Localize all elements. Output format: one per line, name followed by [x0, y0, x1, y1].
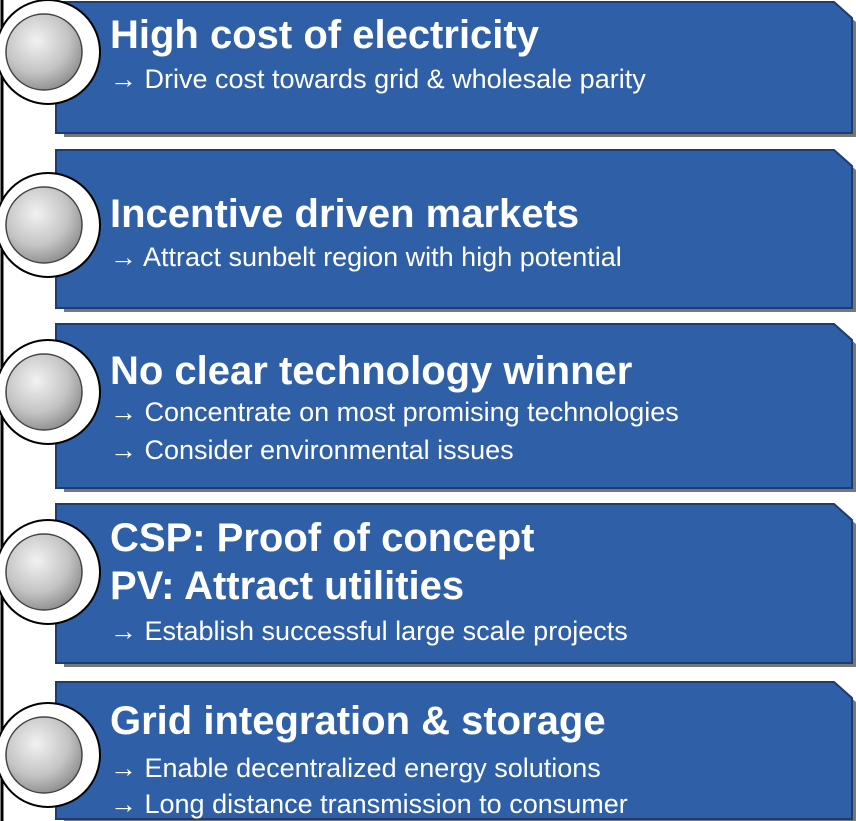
panel-point: → Attract sunbelt region with high poten… — [110, 242, 622, 272]
panel: High cost of electricity → Drive cost tow… — [0, 0, 856, 137]
panel-title: No clear technology winner — [110, 349, 632, 393]
panel-point: → Consider environmental issues — [110, 435, 514, 465]
globe — [5, 353, 83, 431]
panel-point: → Enable decentralized energy solutions — [110, 753, 601, 783]
panel-point: → Concentrate on most promising technolo… — [110, 397, 679, 427]
panel-box — [55, 149, 853, 309]
panel-title: CSP: Proof of concept — [110, 516, 534, 560]
globe — [5, 716, 83, 794]
panel-box — [55, 503, 853, 664]
globe — [5, 13, 83, 91]
panel-point: → Establish successful large scale proje… — [110, 616, 628, 646]
panel-title: PV: Attract utilities — [110, 564, 464, 608]
panel-box — [55, 1, 853, 134]
panel: Grid integration & storage → Enable decen… — [0, 681, 856, 821]
panel-box — [55, 323, 853, 489]
globe — [5, 186, 83, 264]
globe — [5, 533, 83, 611]
panel: No clear technology winner → Concentrate … — [0, 323, 856, 492]
panel-title: Incentive driven markets — [110, 192, 579, 236]
panel: Incentive driven markets → Attract sunbel… — [0, 149, 856, 312]
panel-point: → Drive cost towards grid & wholesale pa… — [110, 64, 646, 94]
panel-title: High cost of electricity — [110, 13, 540, 57]
panel-point: → Long distance transmission to consumer — [110, 789, 628, 819]
panel-title: Grid integration & storage — [110, 699, 606, 743]
